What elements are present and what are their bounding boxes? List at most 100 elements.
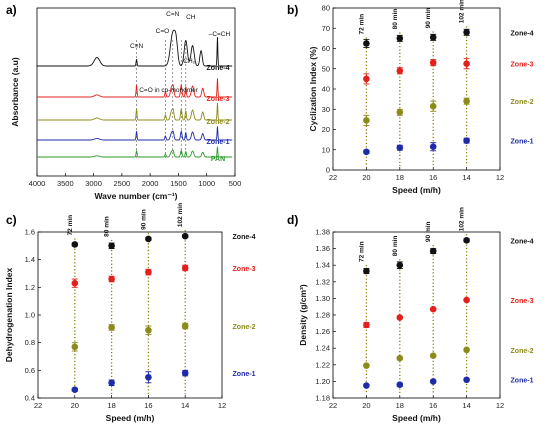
panel-d-xtick-label: 12 [496, 401, 504, 410]
panel-a-spectrum-zone-4 [37, 29, 233, 67]
panel-a-series-label: PAN [211, 156, 225, 163]
panel-c-dehydrogenation-index: 22 20 18 16 14 12 0.4 0.6 0.8 1.0 1.2 1.4 1.6 Speed (… [4, 203, 256, 423]
panel-c-frame [37, 231, 223, 399]
panel-d-time-label: 102 min [459, 207, 466, 231]
panel-b-point-zone-1 [463, 137, 470, 144]
panel-a-series-label: Zone-4 [207, 65, 230, 72]
panel-c-xtick-label: 18 [107, 401, 115, 410]
panel-c-point-zone-3 [181, 264, 189, 272]
panel-d-series-label: Zone-1 [511, 378, 534, 385]
panel-d-time-label: 90 min [425, 221, 432, 242]
panel-c-xtick-label: 20 [71, 401, 79, 410]
panel-b-ylabel: Cyclization Index (%) [308, 46, 318, 131]
panel-b-ytick-label: 20 [322, 125, 330, 134]
panel-label-c: c) [6, 213, 17, 227]
panel-b-xtick-label: 20 [362, 173, 370, 182]
panel-c-xtick-label: 12 [218, 401, 226, 410]
panel-a-spectrum-zone-2 [37, 102, 233, 121]
panel-d-point-zone-3 [396, 314, 404, 321]
panel-b-ytick-label: 50 [322, 64, 330, 73]
panel-b-xlabel: Speed (m/h) [392, 185, 441, 195]
panel-b-point-zone-3 [429, 59, 437, 66]
panel-b-ytick-label: 70 [322, 24, 330, 33]
panel-a-spectrum-zone-1 [37, 126, 233, 141]
panel-label-b: b) [287, 3, 298, 17]
panel-c-ytick-label: 1.6 [25, 228, 35, 237]
panel-d-ylabel: Density (g/cm³) [298, 284, 308, 346]
panel-a-annotation: CH [186, 14, 196, 21]
panel-d-xtick-label: 22 [329, 401, 337, 410]
panel-b-point-zone-2 [429, 102, 437, 110]
panel-a-spectrum-pan [37, 146, 233, 158]
panel-b-point-zone-4 [463, 29, 470, 36]
panel-c-ytick-label: 0.8 [25, 338, 35, 347]
panel-d-point-zone-4 [429, 247, 437, 255]
panel-c-xlabel: Speed (m/h) [106, 413, 155, 423]
panel-c-time-label: 80 min [104, 216, 111, 237]
panel-d-point-zone-4 [463, 237, 470, 244]
panel-d-point-zone-4 [396, 261, 404, 269]
panel-d-point-zone-1 [396, 381, 404, 389]
panel-d-ytick-label: 1.36 [315, 244, 330, 253]
panel-a-annotation: C≡N [130, 43, 143, 50]
panel-c-point-zone-3 [71, 279, 79, 287]
panel-d-point-zone-2 [396, 354, 404, 362]
panel-d-series-label: Zone-2 [511, 348, 534, 355]
panel-c-series-label: Zone-4 [233, 234, 256, 241]
panel-d-xtick-label: 14 [462, 401, 470, 410]
panel-a-annotation: C=N [166, 11, 179, 18]
panel-a-annotation: –C=CH [209, 31, 231, 38]
panel-c-ytick-label: 0.4 [25, 394, 35, 403]
panel-a-ylabel: Absorbance (a.u) [10, 57, 20, 127]
panel-d-series-label: Zone-4 [511, 238, 534, 245]
panel-a-xtick-label: 4000 [29, 179, 46, 188]
panel-b-point-zone-4 [363, 40, 370, 47]
panel-c-xtick-label: 22 [34, 401, 42, 410]
panel-a-annotation: C=O in co-monomer [139, 87, 199, 94]
panel-b-series-label: Zone-3 [511, 62, 534, 69]
panel-c-ylabel: Dehydrogenation Index [4, 268, 14, 363]
panel-d-xlabel: Speed (m/h) [392, 413, 441, 423]
panel-a-ftir-spectra: Absorbance (a.u) Wave number (cm⁻¹) 4000… [10, 7, 241, 201]
panel-d-ytick-label: 1.24 [315, 344, 330, 353]
panel-d-ytick-label: 1.18 [315, 394, 330, 403]
panel-d-series-label: Zone-3 [511, 298, 534, 305]
panel-a-annotation: C=O [156, 28, 170, 35]
panel-d-point-zone-2 [363, 362, 370, 369]
panel-d-point-zone-1 [429, 378, 437, 385]
panel-b-point-zone-1 [396, 144, 404, 152]
panel-c-point-zone-4 [181, 232, 189, 240]
panel-c-point-zone-4 [145, 235, 152, 243]
panel-a-annotation: CH₂ [183, 58, 195, 65]
panel-label-d: d) [287, 213, 298, 227]
panel-d-ytick-label: 1.28 [315, 311, 330, 320]
panel-b-point-zone-2 [396, 108, 404, 116]
panel-c-point-zone-2 [181, 322, 189, 330]
panel-c-series-label: Zone-2 [233, 324, 256, 331]
panel-d-density: 22 20 18 16 14 12 1.18 1.20 1.22 1.24 1.26 1.28 1.30… [298, 207, 534, 423]
panel-d-xtick-label: 18 [396, 401, 404, 410]
panel-b-xtick-label: 22 [329, 173, 337, 182]
panel-a-xtick-label: 1500 [170, 179, 187, 188]
panel-d-time-label: 72 min [358, 241, 365, 262]
panel-a-series-label: Zone-3 [207, 96, 230, 103]
panel-b-point-zone-1 [429, 143, 437, 151]
panel-c-xtick-label: 16 [144, 401, 152, 410]
panel-a-series-label: Zone-2 [207, 119, 230, 126]
panel-c-point-zone-2 [108, 324, 115, 331]
panel-c-series-label: Zone-1 [233, 371, 256, 378]
panel-b-xtick-label: 18 [396, 173, 404, 182]
panel-b-point-zone-3 [463, 60, 470, 67]
panel-b-point-zone-2 [363, 117, 370, 124]
panel-b-series-label: Zone-2 [511, 99, 534, 106]
panel-b-time-label: 80 min [392, 9, 399, 30]
panel-c-point-zone-2 [71, 343, 79, 351]
panel-c-point-zone-4 [108, 242, 115, 250]
panel-d-point-zone-3 [363, 321, 370, 329]
panel-b-ytick-label: 60 [322, 44, 330, 53]
panel-c-point-zone-1 [181, 369, 189, 377]
panel-d-xtick-label: 16 [429, 401, 437, 410]
panel-c-ytick-label: 0.6 [25, 366, 35, 375]
panel-c-ytick-label: 1.0 [25, 311, 35, 320]
